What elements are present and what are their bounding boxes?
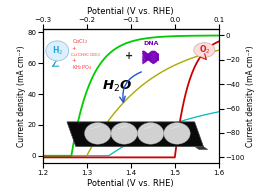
Y-axis label: Current density (mA cm⁻²): Current density (mA cm⁻²): [246, 46, 255, 147]
Polygon shape: [195, 146, 208, 150]
Polygon shape: [138, 123, 164, 144]
Text: Cu(CH$_3$COO)$_2$: Cu(CH$_3$COO)$_2$: [70, 51, 102, 59]
Text: +: +: [72, 58, 76, 64]
Text: H$_2$: H$_2$: [52, 45, 63, 57]
Text: H$_2$O: H$_2$O: [103, 79, 133, 94]
Text: DNA: DNA: [143, 41, 159, 46]
Y-axis label: Current density (mA cm⁻²): Current density (mA cm⁻²): [17, 46, 26, 147]
Polygon shape: [67, 122, 203, 146]
X-axis label: Potential (V vs. RHE): Potential (V vs. RHE): [88, 7, 174, 16]
Text: KH$_2$PO$_4$: KH$_2$PO$_4$: [72, 63, 92, 71]
Text: O$_2$: O$_2$: [199, 44, 210, 56]
Ellipse shape: [46, 41, 69, 61]
X-axis label: Potential (V vs. RHE): Potential (V vs. RHE): [88, 179, 174, 187]
Text: +: +: [125, 50, 133, 60]
Text: +: +: [72, 46, 76, 51]
Polygon shape: [85, 123, 111, 144]
Text: CoCl$_2$: CoCl$_2$: [72, 37, 88, 46]
Ellipse shape: [194, 43, 215, 57]
Polygon shape: [164, 123, 190, 144]
Polygon shape: [111, 123, 137, 144]
